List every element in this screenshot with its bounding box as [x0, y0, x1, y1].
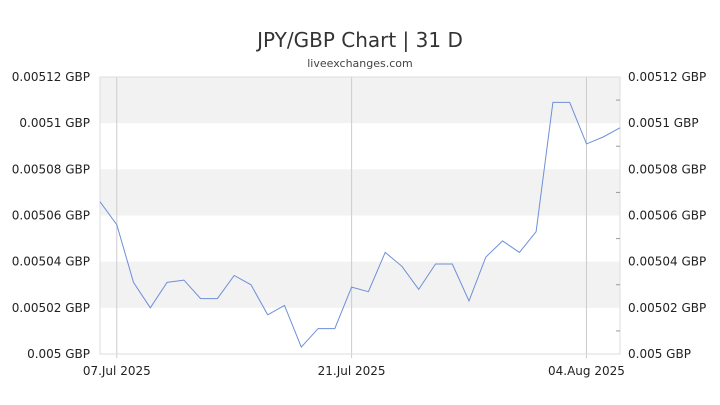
- x-tick-label: 04.Aug 2025: [548, 364, 625, 378]
- x-axis: 07.Jul 2025 21.Jul 2025 04.Aug 2025: [83, 364, 625, 378]
- y-tick-label-left: 0.00506 GBP: [12, 209, 90, 223]
- x-tick-label: 07.Jul 2025: [83, 364, 151, 378]
- grid-band: [100, 261, 620, 308]
- y-tick-label-right: 0.005 GBP: [628, 347, 691, 361]
- y-axis-right: 0.005 GBP 0.00502 GBP 0.00504 GBP 0.00506 G…: [616, 70, 706, 361]
- plot-area: [99, 76, 621, 355]
- chart-source: liveexchanges.com: [307, 57, 412, 70]
- y-tick-label-left: 0.00502 GBP: [12, 301, 90, 315]
- series-line: [99, 101, 621, 349]
- grid-bands: [100, 77, 620, 308]
- y-axis-left: 0.005 GBP 0.00502 GBP 0.00504 GBP 0.00506 G…: [12, 70, 90, 361]
- grid-band: [100, 169, 620, 216]
- y-tick-label-left: 0.005 GBP: [27, 347, 90, 361]
- vertical-gridlines: [116, 77, 587, 358]
- y-tick-label-left: 0.00504 GBP: [12, 255, 90, 269]
- y-tick-label-right: 0.00502 GBP: [628, 301, 706, 315]
- y-tick-label-right: 0.00508 GBP: [628, 162, 706, 176]
- chart-title: JPY/GBP Chart | 31 D: [255, 28, 463, 52]
- y-tick-label-right: 0.00512 GBP: [628, 70, 706, 84]
- x-tick-label: 21.Jul 2025: [318, 364, 386, 378]
- grid-band: [100, 77, 620, 124]
- y-tick-label-right: 0.00506 GBP: [628, 209, 706, 223]
- y-tick-label-left: 0.00512 GBP: [12, 70, 90, 84]
- y-tick-label-left: 0.00508 GBP: [12, 162, 90, 176]
- y-tick-label-right: 0.00504 GBP: [628, 255, 706, 269]
- y-tick-label-left: 0.0051 GBP: [19, 116, 90, 130]
- y-tick-label-right: 0.0051 GBP: [628, 116, 699, 130]
